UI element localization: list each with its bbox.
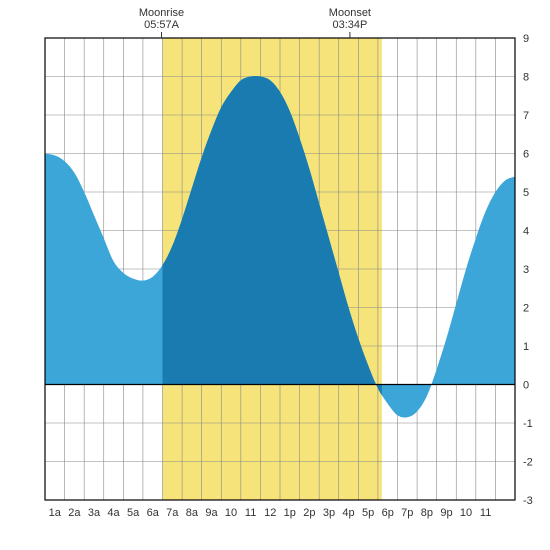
- x-tick-label: 1a: [49, 507, 62, 519]
- x-tick-label: 2p: [303, 507, 315, 519]
- x-tick-label: 3p: [323, 507, 335, 519]
- x-tick-label: 6a: [147, 507, 160, 519]
- y-tick-label: -3: [523, 495, 533, 507]
- y-tick-label: 6: [523, 149, 529, 161]
- x-tick-label: 9p: [440, 507, 452, 519]
- x-tick-label: 10: [460, 507, 472, 519]
- moonset-label-svg: Moonset: [329, 7, 371, 19]
- y-tick-label: -2: [523, 457, 533, 469]
- x-tick-label: 11: [245, 507, 256, 519]
- y-tick-label: -1: [523, 418, 533, 430]
- x-tick-label: 7a: [166, 507, 179, 519]
- x-tick-label: 8p: [421, 507, 433, 519]
- x-tick-label: 11: [480, 507, 491, 519]
- chart-svg: Moonrise05:57AMoonset03:34P-3-2-10123456…: [0, 0, 550, 550]
- y-tick-label: 5: [523, 187, 529, 199]
- x-tick-label: 1p: [284, 507, 296, 519]
- x-tick-label: 7p: [401, 507, 413, 519]
- y-tick-label: 4: [523, 226, 529, 238]
- x-tick-label: 2a: [68, 507, 81, 519]
- y-tick-label: 2: [523, 303, 529, 315]
- x-tick-label: 12: [264, 507, 276, 519]
- x-tick-label: 10: [225, 507, 237, 519]
- x-tick-label: 8a: [186, 507, 199, 519]
- x-tick-label: 6p: [382, 507, 394, 519]
- moonset-time-svg: 03:34P: [332, 19, 367, 31]
- x-tick-label: 4a: [107, 507, 120, 519]
- moonrise-time-svg: 05:57A: [144, 19, 180, 31]
- x-tick-label: 3a: [88, 507, 101, 519]
- x-tick-label: 9a: [205, 507, 218, 519]
- x-tick-label: 4p: [342, 507, 354, 519]
- y-tick-label: 7: [523, 110, 529, 122]
- tide-chart: Moonrise05:57AMoonset03:34P-3-2-10123456…: [0, 0, 550, 550]
- x-tick-label: 5a: [127, 507, 140, 519]
- x-tick-label: 5p: [362, 507, 374, 519]
- y-tick-label: 8: [523, 72, 529, 84]
- moonrise-label-svg: Moonrise: [139, 7, 184, 19]
- y-tick-label: 3: [523, 264, 529, 276]
- y-tick-label: 9: [523, 33, 529, 45]
- y-tick-label: 1: [523, 341, 529, 353]
- y-tick-label: 0: [523, 380, 529, 392]
